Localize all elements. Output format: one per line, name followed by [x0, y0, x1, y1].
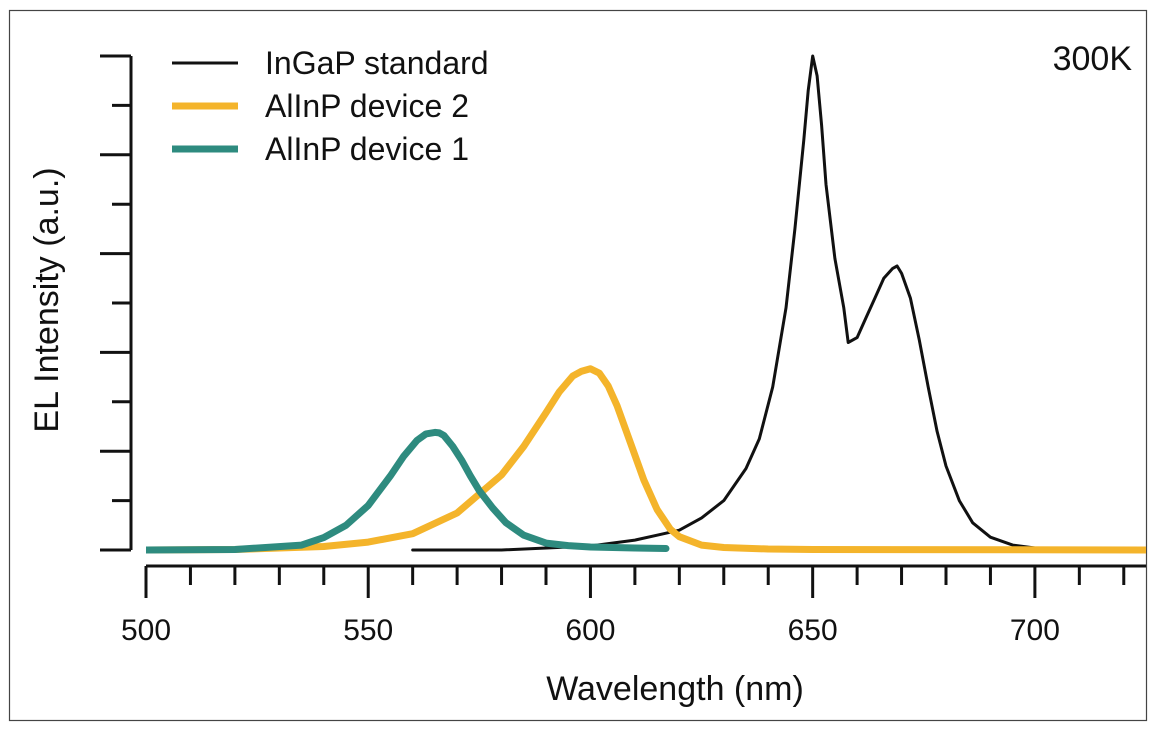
x-tick-label: 650 — [788, 614, 838, 647]
legend-label: InGaP standard — [265, 45, 489, 81]
series-line-ingap-standard — [411, 54, 1146, 552]
temperature-annotation: 300K — [1053, 40, 1133, 78]
x-tick-label: 700 — [1010, 614, 1060, 647]
axes-layer: 500 550 600 650 700 — [100, 54, 1146, 647]
x-tick-label: 500 — [121, 614, 171, 647]
series-layer — [146, 54, 1146, 554]
x-axis-label: Wavelength (nm) — [546, 670, 804, 708]
x-tick-label: 550 — [343, 614, 393, 647]
legend: InGaP standard AlInP device 2 AlInP device… — [172, 45, 489, 167]
series-line-alinp-device-2 — [146, 365, 1146, 554]
series-line-alinp-device-1 — [146, 428, 670, 554]
y-axis-label: EL Intensity (a.u.) — [28, 167, 66, 432]
legend-label: AlInP device 2 — [265, 88, 469, 124]
x-tick-label: 600 — [565, 614, 615, 647]
legend-label: AlInP device 1 — [265, 131, 469, 167]
figure-frame — [8, 9, 1148, 722]
